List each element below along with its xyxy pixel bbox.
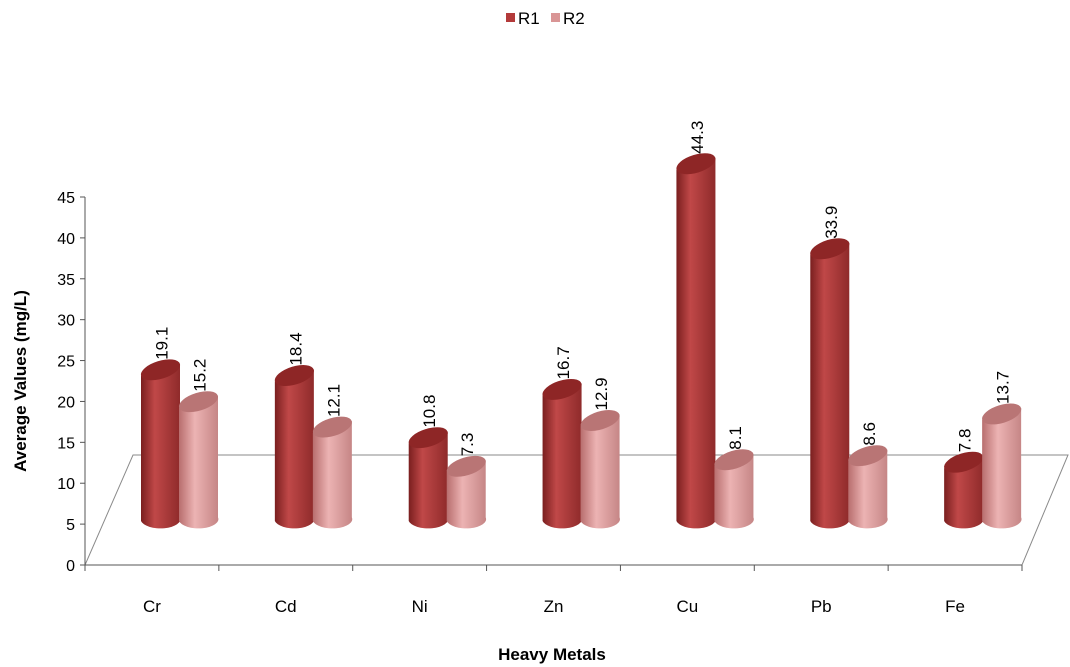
data-label: 8.6 (860, 422, 879, 446)
data-label: 44.3 (688, 121, 707, 154)
data-labels: 19.1 15.2 18.4 12.1 10.8 7.3 16.7 12.9 44.3 8.1 33… (153, 121, 1013, 457)
y-tick-label: 0 (66, 558, 75, 575)
data-label: 8.1 (726, 426, 745, 450)
bar-r1-zn (542, 383, 582, 529)
bar-top-r1-fe (944, 451, 984, 473)
y-tick-label: 20 (57, 394, 75, 411)
bar-r2-fe (982, 407, 1022, 529)
bar-r2-cr (179, 395, 219, 529)
y-tick-label: 15 (57, 435, 75, 452)
y-axis-title: Average Values (mg/L) (11, 290, 30, 472)
y-tick-label: 30 (57, 313, 75, 330)
bar-r2-pb (848, 449, 888, 529)
data-label: 33.9 (822, 206, 841, 239)
bar-r2-cd (312, 421, 353, 529)
data-label: 13.7 (994, 371, 1013, 404)
bar-r2-cu (714, 453, 754, 529)
bar-top-r1-ni (408, 427, 448, 449)
bars (140, 153, 1022, 529)
y-tick-label: 35 (57, 272, 75, 289)
y-tick-label: 5 (66, 517, 75, 534)
data-label: 19.1 (153, 327, 172, 360)
data-label: 7.8 (956, 429, 975, 453)
bar-top-r1-cr (140, 359, 181, 381)
y-tick-label: 45 (57, 190, 75, 207)
bar-top-r2-fe (982, 403, 1022, 425)
bar-top-r1-zn (542, 378, 582, 400)
data-label: 16.7 (554, 346, 573, 379)
legend-label-r2: R2 (563, 9, 585, 28)
legend-swatch-r1 (506, 13, 515, 22)
data-label: 12.1 (324, 384, 343, 417)
category-label: Zn (544, 597, 564, 616)
bar-r1-cd (274, 369, 315, 529)
y-tick-label: 40 (57, 231, 75, 248)
legend: R1 R2 (506, 9, 585, 28)
bar-top-r2-zn (580, 410, 620, 431)
bar-r2-ni (446, 460, 487, 529)
bar-top-r2-cr (178, 391, 219, 413)
bar-r2-zn (580, 414, 620, 529)
data-label: 15.2 (191, 359, 210, 392)
data-label: 10.8 (420, 395, 439, 428)
bar-top-r2-pb (848, 445, 888, 467)
bar-top-r1-cd (274, 365, 314, 386)
y-tick-label: 10 (57, 476, 75, 493)
data-label: 7.3 (458, 433, 477, 457)
bar-top-r1-pb (810, 238, 850, 260)
category-label: Fe (945, 597, 965, 616)
bar-top-r1-cu (676, 153, 716, 175)
bar-r1-pb (810, 242, 850, 529)
legend-swatch-r2 (551, 13, 560, 22)
data-label: 18.4 (286, 332, 305, 365)
y-tick-label: 25 (57, 354, 75, 371)
bar-r1-ni (408, 431, 449, 529)
category-labels: Cr Cd Ni Zn Cu Pb Fe (143, 597, 965, 616)
x-axis-title: Heavy Metals (498, 645, 606, 664)
category-label: Ni (412, 597, 428, 616)
legend-label-r1: R1 (518, 9, 540, 28)
category-label: Cd (275, 597, 297, 616)
bar-top-r2-ni (446, 455, 486, 477)
bar-top-r2-cd (312, 416, 352, 438)
data-label: 12.9 (592, 377, 611, 410)
category-label: Cu (676, 597, 698, 616)
category-label: Pb (811, 597, 832, 616)
y-ticks: 0 5 10 15 20 25 30 35 40 45 (57, 190, 85, 575)
bar-top-r2-cu (714, 449, 754, 471)
category-label: Cr (143, 597, 161, 616)
bar-r1-fe (944, 456, 984, 529)
x-ticks (84, 565, 1023, 571)
bar-r1-cr (141, 363, 181, 529)
bar-r1-cu (676, 157, 716, 529)
